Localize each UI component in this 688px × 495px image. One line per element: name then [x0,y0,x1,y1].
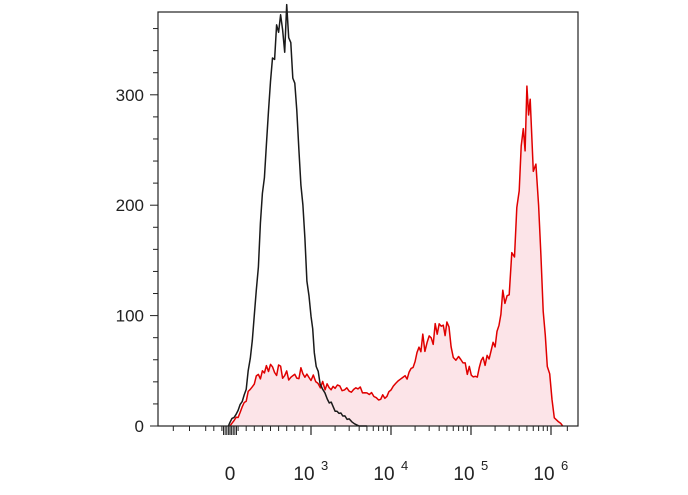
x-tick-exponent: 3 [321,458,328,473]
x-tick-label: 0 [225,464,236,485]
y-tick-label: 100 [116,307,144,326]
x-tick-exponent: 4 [401,458,408,473]
y-tick-label: 300 [116,86,144,105]
x-tick-label: 10 [453,464,474,485]
x-tick-exponent: 6 [561,458,568,473]
series-1-line [229,85,564,427]
series-1-area [230,86,563,426]
plot-frame [157,11,579,427]
axis-layer: 0 100 200 300 0 10 3 10 4 10 5 10 6 [116,28,568,485]
x-tick-label: 10 [293,464,314,485]
x-tick-exponent: 5 [481,458,488,473]
x-tick-label: 10 [373,464,394,485]
series-0-line [227,3,367,427]
x-tick-label: 10 [533,464,554,485]
y-tick-label: 200 [116,196,144,215]
series-layer [227,3,564,427]
y-tick-label: 0 [135,417,144,436]
